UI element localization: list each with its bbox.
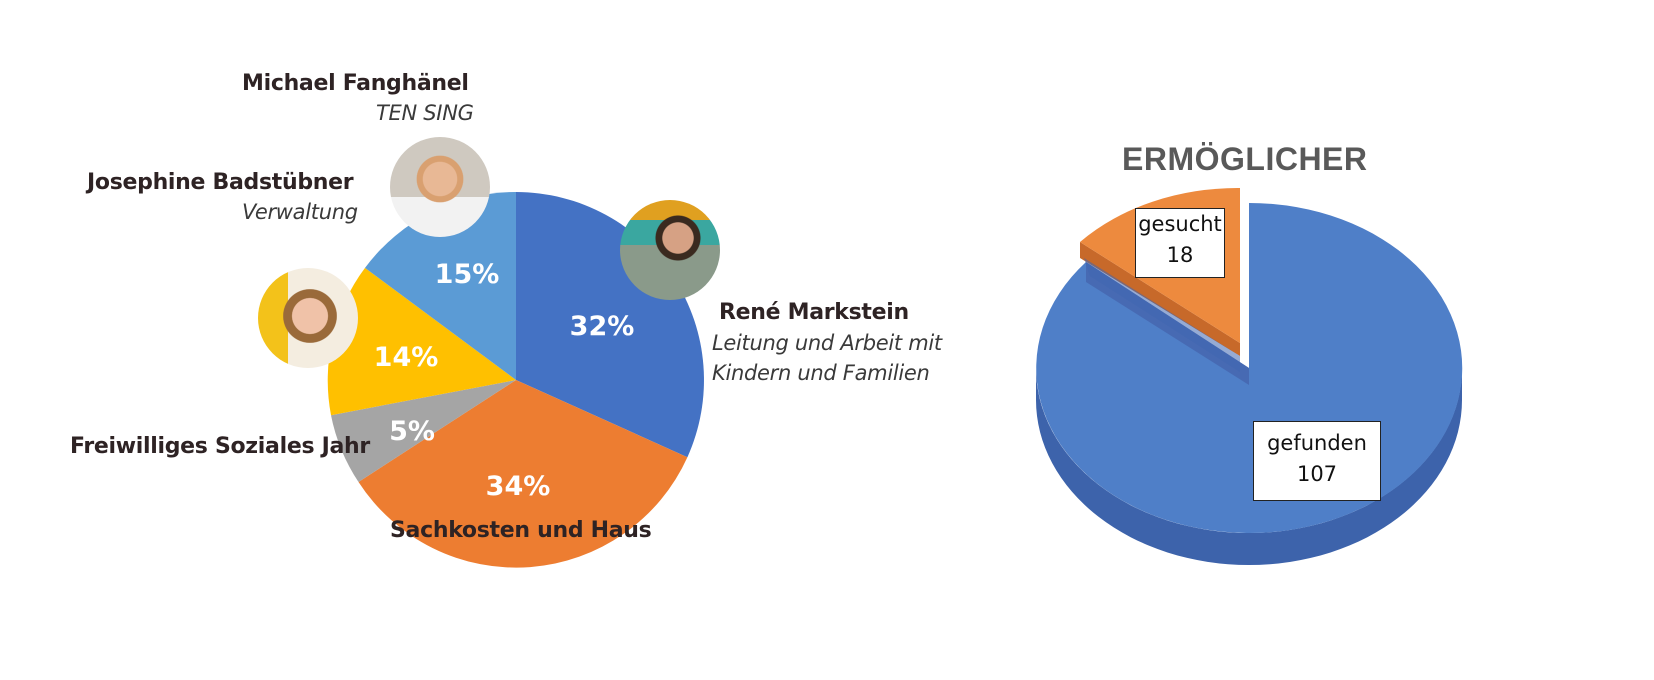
name-michael: Michael Fanghänel — [242, 71, 469, 96]
data-label-gesucht: gesucht 18 — [1135, 208, 1225, 278]
label-gesucht-value: 18 — [1166, 243, 1194, 267]
role-josephine: Verwaltung — [242, 200, 358, 224]
label-gefunden-name: gefunden — [1267, 431, 1367, 455]
pct-label-sachkosten: 34% — [486, 471, 551, 502]
role-michael: TEN SING — [376, 101, 474, 125]
chart-title: ERMÖGLICHER — [1122, 141, 1368, 177]
data-label-gefunden: gefunden 107 — [1253, 421, 1381, 501]
pct-label-rene: 32% — [570, 311, 635, 342]
name-fsj: Freiwilliges Soziales Jahr — [70, 434, 370, 459]
pct-label-fsj: 5% — [389, 416, 435, 447]
slice-josephine — [327, 267, 516, 416]
label-gesucht-name: gesucht — [1138, 212, 1222, 236]
avatar-rene — [620, 200, 720, 300]
slice-michael — [365, 191, 516, 380]
slice-sachkosten — [358, 380, 688, 568]
role-rene-line2: Kindern und Familien — [712, 361, 930, 385]
ermoeglicher-pie-chart — [1036, 187, 1463, 565]
label-gefunden-value: 107 — [1296, 462, 1338, 486]
slice-fsj — [331, 380, 516, 482]
name-sachkosten: Sachkosten und Haus — [390, 518, 652, 543]
role-rene-line1: Leitung und Arbeit mit — [712, 331, 942, 355]
name-rene: René Markstein — [719, 300, 909, 325]
pct-label-michael: 15% — [435, 259, 500, 290]
pct-label-josephine: 14% — [374, 342, 439, 373]
avatar-michael — [390, 137, 490, 237]
name-josephine: Josephine Badstübner — [87, 170, 354, 195]
avatar-josephine — [258, 268, 358, 368]
